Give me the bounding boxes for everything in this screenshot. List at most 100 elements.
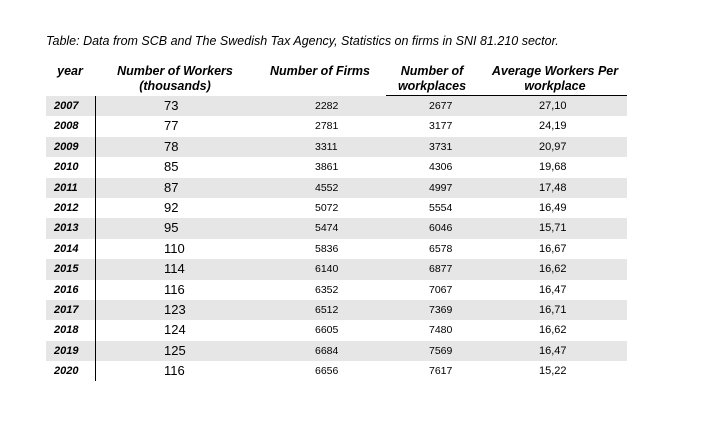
header-workplaces: Number of workplaces (382, 64, 482, 94)
header-workplaces-line2: workplaces (397, 79, 467, 93)
table-row: 2019 125 6684 7569 16,47 (46, 340, 627, 362)
cell-workplaces: 7067 (429, 283, 453, 296)
cell-average: 16,49 (539, 201, 567, 214)
cell-workplaces: 7480 (429, 324, 453, 337)
cell-firms: 6352 (315, 283, 339, 296)
cell-workplaces: 3731 (429, 140, 453, 153)
cell-average: 19,68 (539, 161, 567, 174)
header-average: Average Workers Per workplace (480, 64, 630, 94)
table-caption: Table: Data from SCB and The Swedish Tax… (46, 34, 559, 48)
cell-workplaces: 3177 (429, 120, 453, 133)
cell-average: 16,47 (539, 344, 567, 357)
cell-workers: 95 (164, 220, 179, 236)
cell-workers: 125 (164, 342, 186, 358)
cell-year: 2011 (54, 181, 78, 194)
table-row: 2010 85 3861 4306 19,68 (46, 157, 627, 177)
header-average-line1: Average Workers Per (491, 64, 619, 78)
cell-year: 2017 (54, 303, 79, 316)
table-row: 2020 116 6656 7617 15,22 (46, 361, 627, 381)
table-row: 2018 124 6605 7480 16,62 (46, 320, 627, 340)
cell-workers: 110 (164, 240, 185, 256)
cell-workplaces: 2677 (429, 100, 453, 112)
table-row: 2011 87 4552 4997 17,48 (46, 177, 627, 198)
cell-firms: 6140 (315, 263, 339, 276)
cell-workers: 114 (164, 261, 185, 277)
cell-year: 2012 (54, 201, 79, 214)
cell-firms: 4552 (315, 181, 339, 194)
cell-workers: 116 (164, 363, 185, 379)
header-workers: Number of Workers (thousands) (105, 64, 245, 94)
cell-firms: 6656 (315, 365, 339, 378)
header-firms-label: Number of Firms (269, 64, 370, 78)
cell-workplaces: 6877 (429, 263, 453, 276)
cell-year: 2019 (54, 344, 79, 357)
header-year-label: year (57, 64, 83, 78)
cell-average: 27,10 (539, 100, 567, 112)
cell-firms: 3861 (315, 161, 339, 174)
cell-workers: 124 (164, 322, 186, 338)
table-row: 2016 116 6352 7067 16,47 (46, 280, 627, 300)
cell-firms: 2282 (315, 100, 339, 112)
cell-workers: 85 (164, 159, 179, 175)
cell-year: 2007 (54, 100, 79, 112)
cell-workplaces: 7369 (429, 303, 453, 316)
cell-average: 20,97 (539, 140, 567, 153)
cell-firms: 6605 (315, 324, 339, 337)
cell-workplaces: 6578 (429, 242, 453, 255)
cell-year: 2010 (54, 161, 79, 174)
cell-firms: 5072 (315, 201, 339, 214)
cell-average: 24,19 (539, 120, 567, 133)
cell-workers: 116 (164, 281, 185, 297)
cell-year: 2020 (54, 365, 79, 378)
cell-workers: 123 (164, 301, 186, 317)
cell-year: 2008 (54, 120, 79, 133)
cell-firms: 5474 (315, 222, 339, 235)
cell-workplaces: 4306 (429, 161, 453, 174)
cell-average: 16,62 (539, 263, 567, 276)
cell-firms: 6512 (315, 303, 339, 316)
cell-average: 15,71 (539, 222, 567, 235)
header-workplaces-line1: Number of (400, 64, 464, 78)
header-year: year (40, 64, 100, 79)
table-row: 2014 110 5836 6578 16,67 (46, 239, 627, 259)
cell-firms: 2781 (315, 120, 339, 133)
header-average-line2: workplace (524, 79, 586, 93)
cell-firms: 3311 (315, 140, 338, 153)
table-row: 2012 92 5072 5554 16,49 (46, 198, 627, 218)
table-body: 2007 73 2282 2677 27,10 2008 77 2781 317… (46, 96, 627, 381)
cell-year: 2016 (54, 283, 79, 296)
cell-year: 2014 (54, 242, 79, 255)
year-column-divider (95, 96, 96, 381)
table-row: 2015 114 6140 6877 16,62 (46, 259, 627, 280)
table-row: 2009 78 3311 3731 20,97 (46, 136, 627, 158)
cell-workers: 77 (164, 118, 179, 134)
cell-year: 2013 (54, 222, 79, 235)
cell-firms: 6684 (315, 344, 339, 357)
cell-workers: 87 (164, 179, 179, 195)
cell-year: 2015 (54, 263, 79, 276)
cell-average: 16,47 (539, 283, 567, 296)
cell-workplaces: 4997 (429, 181, 453, 194)
header-divider (386, 95, 627, 96)
cell-workers: 78 (164, 138, 179, 154)
cell-year: 2018 (54, 324, 79, 337)
table-row: 2008 77 2781 3177 24,19 (46, 116, 627, 136)
cell-average: 16,67 (539, 242, 567, 255)
cell-average: 16,62 (539, 324, 567, 337)
cell-average: 17,48 (539, 181, 567, 194)
header-workers-line1: Number of Workers (117, 64, 233, 78)
table-row: 2013 95 5474 6046 15,71 (46, 218, 627, 239)
cell-firms: 5836 (315, 242, 339, 255)
header-firms: Number of Firms (250, 64, 390, 79)
cell-workers: 73 (164, 98, 179, 113)
cell-workplaces: 5554 (429, 201, 453, 214)
cell-workplaces: 6046 (429, 222, 453, 235)
cell-workplaces: 7617 (429, 365, 453, 378)
cell-workplaces: 7569 (429, 344, 453, 357)
cell-year: 2009 (54, 140, 79, 153)
cell-average: 16,71 (539, 303, 567, 316)
table-row: 2007 73 2282 2677 27,10 (46, 96, 627, 117)
cell-average: 15,22 (539, 365, 567, 378)
table-row: 2017 123 6512 7369 16,71 (46, 299, 627, 321)
